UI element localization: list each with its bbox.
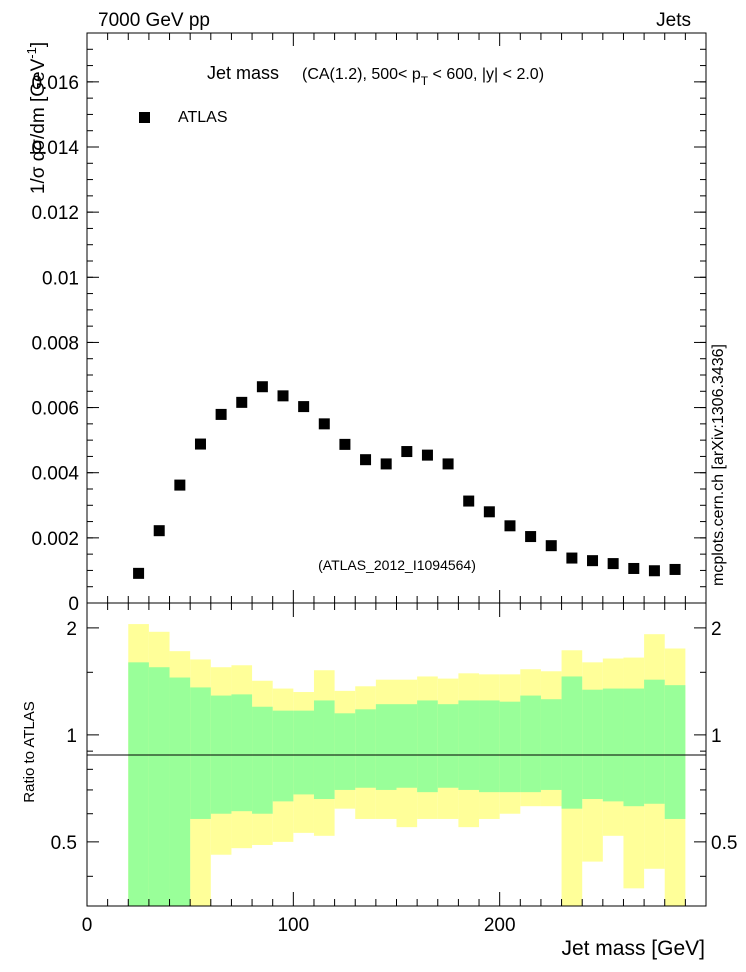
ratio-inner-band-bin (190, 687, 211, 819)
ratio-inner-band-bin (169, 677, 191, 906)
ratio-inner-band-bin (293, 710, 314, 795)
atlas-data-point (153, 525, 165, 537)
ratio-inner-band-bin (128, 662, 149, 906)
main-y-tick-label: 0.012 (31, 203, 79, 224)
ratio-inner-band-bin (375, 704, 397, 790)
atlas-data-point (648, 565, 660, 577)
plot-title-selection: (CA(1.2), 500< pT < 600, |y| < 2.0) (302, 66, 544, 88)
ratio-y-tick-label-left: 2 (66, 619, 77, 640)
atlas-data-point (256, 381, 268, 393)
main-y-tick-label: 0.002 (31, 529, 79, 550)
ratio-inner-band-bin (458, 700, 480, 790)
plot-title-main: Jet mass (207, 63, 279, 83)
ratio-y-tick-label-left: 1 (66, 726, 77, 747)
ratio-y-tick-label-right: 0.5 (711, 833, 737, 854)
ratio-inner-band-bin (520, 695, 541, 793)
atlas-data-point (442, 458, 454, 470)
atlas-data-point (339, 438, 351, 450)
atlas-data-point (298, 401, 310, 413)
side-source-label: mcplots.cern.ch [arXiv:1306.3436] (710, 344, 727, 586)
x-tick-label: 100 (277, 915, 309, 936)
ratio-inner-band-bin (561, 676, 583, 809)
atlas-data-point (504, 520, 516, 532)
ratio-inner-band-bin (231, 694, 253, 812)
ratio-inner-band-bin (272, 710, 294, 802)
atlas-data-point (360, 454, 372, 466)
atlas-data-point (483, 506, 495, 518)
atlas-data-point (525, 531, 537, 543)
atlas-data-point (133, 567, 145, 579)
ratio-inner-band-bin (540, 699, 562, 790)
main-y-tick-label: 0.01 (42, 268, 79, 289)
main-y-tick-label: 0.008 (31, 333, 79, 354)
x-tick-label: 0 (82, 915, 93, 936)
ratio-inner-band-bin (313, 700, 335, 800)
ratio-inner-band-bin (644, 679, 665, 804)
main-plot: 0 0.002 0.004 0.006 0.008 0.01 0.012 0.014 0.016… (24, 32, 707, 615)
ratio-y-tick-label-right: 2 (711, 619, 722, 640)
ratio-inner-band-bin (355, 709, 376, 788)
atlas-data-point (669, 563, 681, 575)
main-y-tick-label: 0.014 (31, 138, 79, 159)
legend-marker-atlas (139, 112, 150, 123)
ratio-y-tick-label-left: 0.5 (51, 833, 77, 854)
ratio-inner-band-bin (437, 704, 459, 788)
main-y-tick-label: 0.004 (31, 464, 79, 485)
ratio-inner-band-bin (417, 700, 438, 793)
ratio-inner-band-bin (252, 706, 273, 814)
atlas-data-point (566, 552, 578, 564)
atlas-data-point (401, 446, 413, 458)
ratio-inner-band-bin (623, 688, 645, 807)
ratio-inner-band-bin (396, 704, 418, 788)
atlas-data-point (318, 418, 330, 430)
ratio-inner-band-bin (148, 667, 170, 906)
ratio-inner-band-bin (582, 689, 603, 800)
atlas-data-point (194, 438, 206, 450)
main-y-axis-label: 1/σ dσ/dm [GeV-1] (24, 42, 49, 194)
analysis-watermark: (ATLAS_2012_I1094564) (318, 557, 476, 573)
atlas-data-point (587, 555, 599, 567)
atlas-data-point (277, 390, 289, 402)
atlas-data-point (545, 540, 557, 552)
atlas-data-point (628, 562, 640, 574)
atlas-data-point (607, 558, 619, 570)
ratio-y-tick-label-right: 1 (711, 726, 722, 747)
ratio-plot: 0 100 200 0.5 0.5 1 1 2 2 Ratio to ATLAS Jet mas… (21, 602, 737, 960)
legend-label-atlas: ATLAS (178, 109, 228, 126)
main-y-tick-label: 0.016 (31, 73, 79, 94)
ratio-inner-band-bin (499, 701, 521, 793)
atlas-data-point (215, 408, 227, 420)
ratio-inner-band-bin (479, 700, 500, 793)
ratio-inner-band-bin (602, 688, 624, 802)
ratio-inner-band-bin (664, 685, 686, 819)
atlas-data-point (421, 449, 433, 461)
atlas-data-point (380, 458, 392, 470)
main-y-tick-label: 0.006 (31, 399, 79, 420)
header-energy-label: 7000 GeV pp (98, 10, 210, 31)
x-axis-label: Jet mass [GeV] (561, 937, 705, 960)
atlas-data-point (174, 479, 186, 491)
atlas-data-point (236, 396, 248, 408)
ratio-y-axis-label: Ratio to ATLAS (21, 701, 38, 802)
ratio-inner-band-bin (334, 713, 356, 790)
atlas-data-point (463, 495, 475, 507)
header-process-label: Jets (656, 10, 691, 31)
x-tick-label: 200 (484, 915, 516, 936)
main-y-tick-label: 0 (68, 594, 79, 615)
